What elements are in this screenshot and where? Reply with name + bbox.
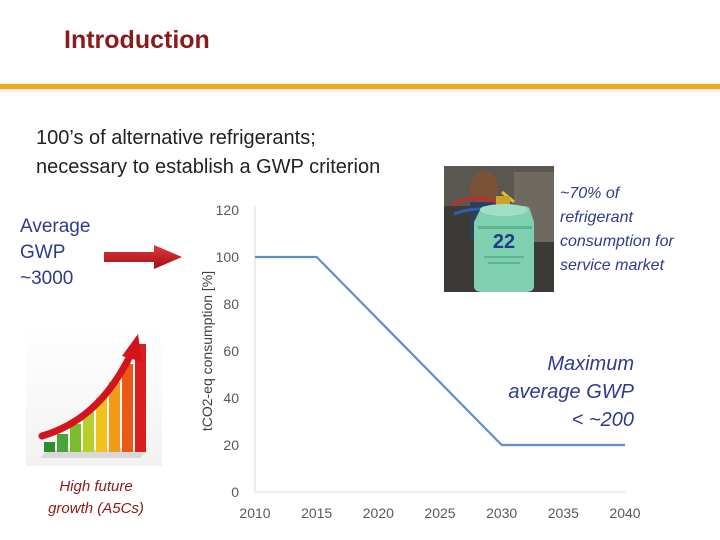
service-note-line-3: consumption for (560, 233, 674, 250)
service-note-line-4: service market (560, 257, 665, 274)
y-tick-label: 60 (223, 343, 239, 359)
right-arrow-icon (104, 245, 182, 269)
x-tick-label: 2010 (239, 505, 270, 521)
series-line-consumption (255, 255, 625, 447)
main-bullet-line-2: necessary to establish a GWP criterion (36, 156, 381, 178)
service-note-line-1: ~70% of (560, 185, 620, 202)
y-tick-label: 80 (223, 296, 239, 312)
x-tick-label: 2040 (609, 505, 640, 521)
max-gwp-line-3: < ~200 (571, 409, 634, 431)
main-bullet: 100’s of alternative refrigerants; neces… (36, 124, 380, 182)
service-note-line-2: refrigerant (560, 209, 633, 226)
max-gwp-line-1: Maximum (547, 353, 634, 375)
y-tick-label: 20 (223, 437, 239, 453)
cylinder-label: 22 (493, 231, 515, 253)
service-market-note: ~70% of refrigerant consumption for serv… (560, 182, 674, 278)
x-tick-label: 2020 (363, 505, 394, 521)
x-tick-label: 2025 (424, 505, 455, 521)
growth-caption-line-2: growth (A5Cs) (48, 500, 144, 517)
slide-title: Introduction (64, 26, 210, 54)
x-tick-label: 2030 (486, 505, 517, 521)
y-tick-label: 40 (223, 390, 239, 406)
growth-caption-line-1: High future (59, 478, 133, 495)
max-gwp-line-2: average GWP (508, 381, 634, 403)
title-divider-shadow (0, 89, 720, 94)
average-gwp-line-1: Average (20, 216, 91, 237)
max-gwp-annotation: Maximum average GWP < ~200 (508, 350, 634, 434)
y-tick-label: 100 (216, 249, 240, 265)
average-gwp-label: Average GWP ~3000 (20, 214, 90, 292)
growth-caption: High future growth (A5Cs) (30, 476, 162, 520)
y-axis-label: tCO2-eq consumption [%] (199, 271, 215, 431)
title-divider (0, 84, 720, 89)
average-gwp-line-2: GWP (20, 242, 66, 263)
refrigerant-cylinder-photo: 22 (444, 166, 554, 292)
main-bullet-line-1: 100’s of alternative refrigerants; (36, 127, 316, 149)
y-tick-label: 0 (231, 484, 239, 500)
x-tick-label: 2015 (301, 505, 332, 521)
x-tick-label: 2035 (548, 505, 579, 521)
average-gwp-line-3: ~3000 (20, 268, 74, 289)
y-tick-label: 120 (216, 202, 240, 218)
growth-chart-illustration (26, 326, 162, 466)
